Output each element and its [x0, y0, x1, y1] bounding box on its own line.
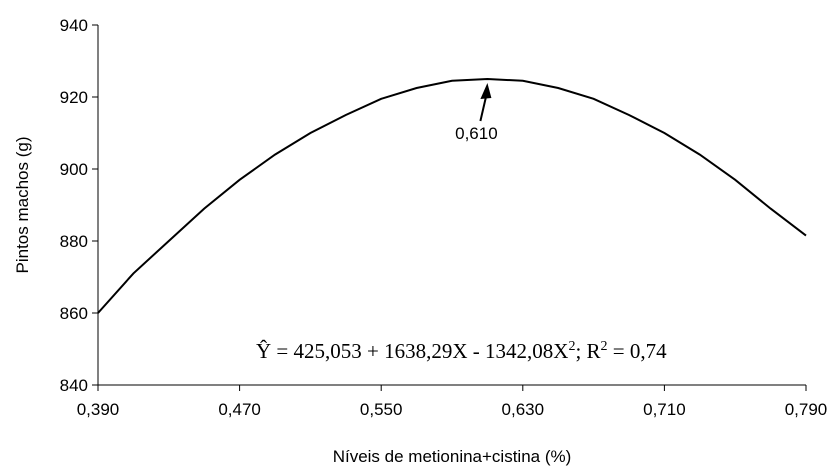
x-tick-label: 0,790 [785, 400, 828, 419]
y-tick-label: 860 [60, 304, 88, 323]
equation-x-squared: 2 [568, 339, 575, 354]
y-tick-label: 940 [60, 16, 88, 35]
regression-equation: Ŷ = 425,053 + 1638,29X - 1342,08X2; R2 =… [256, 339, 667, 363]
equation-y-symbol: Ŷ [256, 339, 271, 363]
x-tick-label: 0,630 [502, 400, 545, 419]
equation-r-label: ; R [575, 339, 600, 363]
x-tick-label: 0,550 [360, 400, 403, 419]
x-axis-title: Níveis de metionina+cistina (%) [333, 447, 572, 466]
equation-r-value: = 0,74 [608, 339, 668, 363]
peak-annotation: 0,610 [455, 83, 498, 143]
series-line [97, 77, 807, 314]
ticks: 840 860 880 900 920 940 0,390 0,470 0,550 0,630 0,… [60, 16, 828, 419]
x-tick-label: 0,470 [218, 400, 261, 419]
series [97, 77, 807, 314]
annotation-arrowhead [480, 83, 492, 99]
axes [97, 25, 806, 386]
y-tick-label: 880 [60, 232, 88, 251]
annotation-label: 0,610 [455, 124, 498, 143]
y-axis-title: Pintos machos (g) [13, 137, 32, 274]
equation-r-squared: 2 [601, 339, 608, 354]
y-tick-label: 900 [60, 160, 88, 179]
annotation-arrow [479, 94, 488, 122]
y-tick-label: 920 [60, 88, 88, 107]
equation-body: = 425,053 + 1638,29X - 1342,08X [271, 339, 568, 363]
y-tick-label: 840 [60, 376, 88, 395]
x-tick-label: 0,710 [643, 400, 686, 419]
x-tick-label: 0,390 [77, 400, 120, 419]
